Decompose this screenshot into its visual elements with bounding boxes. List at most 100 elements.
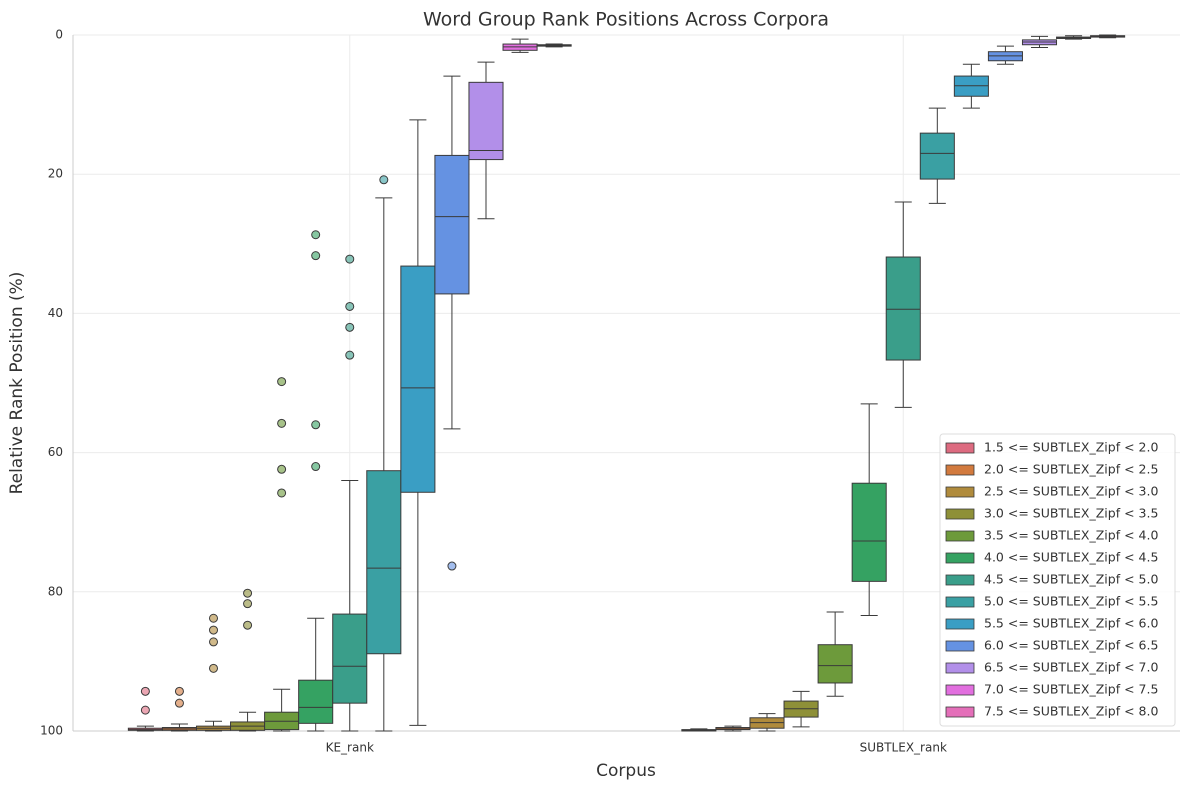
outlier	[209, 625, 219, 635]
legend-swatch	[945, 486, 975, 498]
x-tick-label: KE_rank	[326, 741, 374, 755]
outlier	[277, 418, 287, 428]
legend-label: 2.5 <= SUBTLEX_Zipf < 3.0	[984, 484, 1158, 499]
outlier	[209, 613, 219, 623]
outlier	[243, 620, 253, 630]
y-tick-label: 40	[48, 306, 63, 320]
box	[851, 482, 887, 582]
box-group	[1056, 35, 1092, 40]
box	[366, 470, 402, 655]
outlier	[311, 230, 321, 240]
legend: 1.5 <= SUBTLEX_Zipf < 2.0 2.0 <= SUBTLEX_…	[939, 433, 1176, 727]
box-group	[851, 403, 887, 616]
legend-label: 5.0 <= SUBTLEX_Zipf < 5.5	[984, 594, 1158, 609]
box-group	[987, 45, 1023, 65]
legend-swatch	[945, 552, 975, 564]
box-group	[953, 63, 989, 109]
legend-label: 6.5 <= SUBTLEX_Zipf < 7.0	[984, 660, 1158, 675]
box	[468, 81, 504, 161]
outlier	[379, 175, 389, 185]
box-group	[127, 686, 163, 732]
outlier	[345, 350, 355, 360]
box-group	[1090, 34, 1126, 39]
legend-label: 7.0 <= SUBTLEX_Zipf < 7.5	[984, 682, 1158, 697]
box-group	[434, 75, 470, 571]
y-tick-label: 80	[48, 584, 63, 598]
box-group	[195, 613, 232, 732]
box	[919, 132, 955, 180]
outlier	[174, 686, 184, 696]
y-axis-label: Relative Rank Position (%)	[7, 272, 27, 495]
box	[817, 644, 853, 684]
box-group	[681, 728, 717, 732]
box	[332, 613, 368, 704]
legend-label: 6.0 <= SUBTLEX_Zipf < 6.5	[984, 638, 1158, 653]
box-group	[1021, 35, 1058, 49]
box-group	[749, 713, 785, 732]
box-group	[230, 588, 266, 732]
outlier	[345, 254, 355, 264]
outlier	[174, 698, 184, 708]
legend-label: 2.0 <= SUBTLEX_Zipf < 2.5	[984, 462, 1158, 477]
box	[298, 679, 334, 724]
outlier	[345, 322, 355, 332]
outlier	[345, 301, 355, 311]
legend-swatch	[945, 574, 975, 586]
legend-swatch	[945, 508, 975, 520]
x-tick-label: SUBTLEX_rank	[860, 741, 947, 755]
outlier	[277, 488, 287, 498]
outlier	[140, 705, 150, 715]
y-tick-label: 100	[40, 724, 63, 738]
box	[400, 265, 436, 493]
legend-swatch	[945, 464, 975, 476]
box-group	[400, 119, 436, 726]
x-axis-label: Corpus	[596, 761, 656, 781]
box-group	[264, 377, 300, 732]
legend-swatch	[945, 706, 975, 718]
box-group	[298, 230, 334, 732]
box	[885, 256, 921, 361]
box-group	[715, 725, 751, 732]
outlier	[277, 464, 287, 474]
outlier	[243, 599, 253, 609]
outlier	[209, 663, 219, 673]
chart-title: Word Group Rank Positions Across Corpora	[423, 9, 829, 31]
y-tick-label: 20	[48, 167, 63, 181]
legend-label: 3.0 <= SUBTLEX_Zipf < 3.5	[984, 506, 1158, 521]
legend-label: 3.5 <= SUBTLEX_Zipf < 4.0	[984, 528, 1158, 543]
legend-swatch	[945, 530, 975, 542]
outlier	[447, 561, 457, 571]
legend-swatch	[945, 618, 975, 630]
box-group	[885, 201, 921, 408]
legend-label: 1.5 <= SUBTLEX_Zipf < 2.0	[984, 440, 1158, 455]
legend-swatch	[945, 640, 975, 652]
outlier	[277, 377, 287, 387]
legend-frame	[939, 433, 1176, 727]
y-tick-label: 0	[55, 28, 63, 42]
legend-swatch	[945, 684, 975, 696]
outlier	[311, 462, 321, 472]
box-group	[332, 254, 368, 732]
legend-label: 4.5 <= SUBTLEX_Zipf < 5.0	[984, 572, 1158, 587]
box-group	[468, 61, 504, 220]
legend-swatch	[945, 442, 975, 454]
box-group	[502, 38, 538, 53]
outlier	[311, 420, 321, 430]
box-group	[817, 611, 853, 697]
box-group	[366, 175, 402, 732]
legend-swatch	[945, 662, 975, 674]
y-tick-label: 60	[48, 445, 63, 459]
legend-label: 7.5 <= SUBTLEX_Zipf < 8.0	[984, 704, 1158, 719]
box-group	[783, 690, 819, 728]
outlier	[311, 251, 321, 261]
box	[434, 154, 470, 295]
outlier	[140, 686, 150, 696]
legend-label: 5.5 <= SUBTLEX_Zipf < 6.0	[984, 616, 1158, 631]
box-group	[161, 686, 197, 732]
box-group	[536, 43, 572, 48]
legend-label: 4.0 <= SUBTLEX_Zipf < 4.5	[984, 550, 1158, 565]
legend-swatch	[945, 596, 975, 608]
outlier	[209, 637, 219, 647]
outlier	[243, 588, 253, 598]
